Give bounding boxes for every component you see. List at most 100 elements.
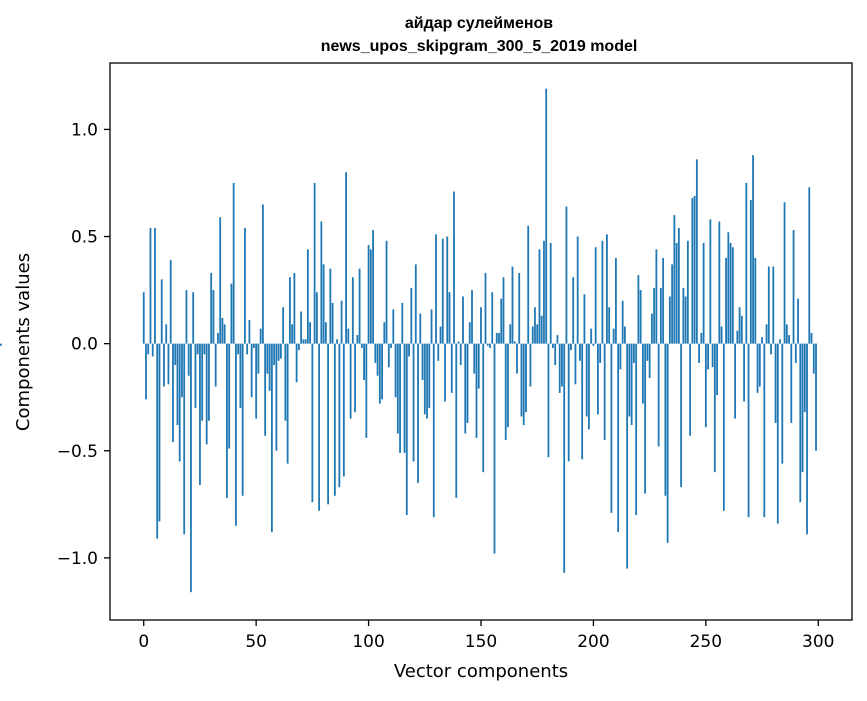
bar [295,343,298,383]
bar [574,343,577,385]
bar [725,257,727,344]
chart-title-line2: news_upos_skipgram_300_5_2019 model [321,38,638,55]
bar [450,343,453,393]
bar [367,245,370,344]
bar [183,343,186,535]
bar [448,292,451,344]
bar [585,343,588,417]
bar [199,343,201,486]
bar [405,343,408,516]
bar [444,343,446,402]
bar [572,277,575,344]
bar [441,238,444,344]
bar [401,302,404,344]
bar [257,343,260,374]
bar [270,343,273,533]
bar [702,242,705,344]
bar [675,242,678,344]
bar [711,343,714,368]
bar [516,343,518,374]
bar [597,343,599,415]
bar [489,343,491,348]
bar [394,343,397,398]
bar [812,343,815,374]
bar [554,343,557,366]
bar [387,343,390,368]
bar [745,182,748,344]
bar [192,292,195,344]
bar [677,227,680,344]
bar [792,230,795,344]
bar [302,339,305,344]
bar [752,155,754,344]
bar [464,343,467,434]
bar [262,204,264,344]
bar [277,343,280,361]
bar [315,292,318,344]
bar [704,343,707,428]
bar [174,343,177,366]
bar [196,343,199,355]
bar [172,343,174,443]
bar [513,341,516,344]
bar [354,343,356,413]
bar [603,343,606,441]
bar [304,339,307,344]
bar [507,343,509,428]
y-tick-label: −1.0 [57,549,98,569]
bar [772,266,775,344]
bar [414,264,417,344]
bar [736,330,739,344]
bar [801,343,804,473]
bar [331,302,334,344]
bar [666,343,669,543]
bar [709,219,712,344]
bar [430,309,433,344]
bar [520,343,523,417]
bar [156,343,159,539]
bar [540,315,543,344]
bar [657,343,660,447]
bar [178,343,181,462]
bar [671,264,674,344]
bar [446,236,449,344]
bar [534,307,536,344]
bar [151,343,154,357]
bar [322,264,325,344]
bar [300,311,303,344]
bar [758,343,761,387]
bar [466,343,469,423]
bar [313,182,316,344]
bar [504,343,507,441]
bar [713,343,716,473]
bar [727,232,730,344]
bar [297,343,300,351]
bar [776,343,779,524]
bar [770,343,772,355]
x-tick-label: 100 [352,632,384,652]
bar [689,343,692,436]
y-axis-label: Components values [13,253,34,431]
bar [169,260,172,344]
bar [246,343,249,355]
bar [624,326,626,344]
bar [160,279,163,344]
bar [145,343,147,400]
x-tick-label: 150 [465,632,497,652]
bar [797,298,799,344]
bar [626,343,629,569]
bar [329,268,332,344]
bar [590,328,593,344]
bar [547,343,550,458]
bar [471,290,473,344]
bar [668,296,671,344]
bar [324,322,327,344]
bar [810,332,813,344]
bar [767,266,770,344]
bar [167,343,170,385]
bar [423,343,426,415]
bar [722,343,725,511]
bar [462,296,464,344]
bar [390,343,392,348]
bar [403,343,406,453]
